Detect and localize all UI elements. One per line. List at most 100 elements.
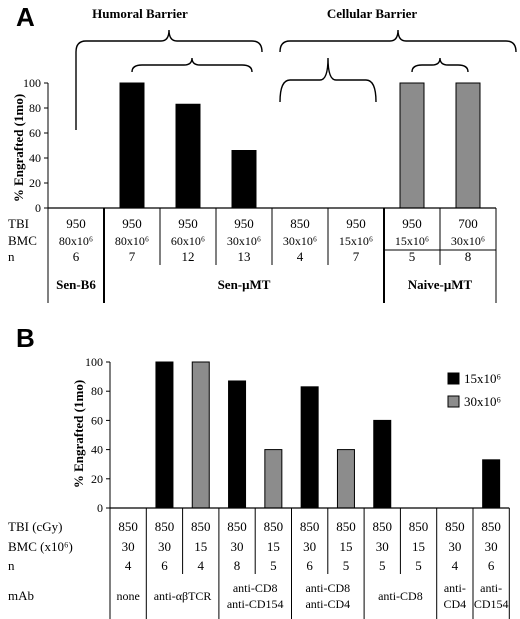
n-value-b: 6 xyxy=(306,558,313,573)
n-value-a: 7 xyxy=(129,249,136,264)
tbi-value-b: 850 xyxy=(445,519,465,534)
y-tick-label-a: 100 xyxy=(23,76,41,90)
n-value-b: 4 xyxy=(198,558,205,573)
tbi-value-b: 850 xyxy=(264,519,284,534)
mab-label-b: anti-CD154 xyxy=(227,597,284,611)
brace-humoral-top xyxy=(75,29,263,53)
bar-a xyxy=(119,82,145,209)
tbi-value-b: 850 xyxy=(373,519,393,534)
bmc-value-a: 15x10⁶ xyxy=(395,234,429,248)
n-value-a: 8 xyxy=(465,249,472,264)
n-value-b: 8 xyxy=(234,558,241,573)
bmc-value-b: 30 xyxy=(122,539,135,554)
n-value-b: 6 xyxy=(488,558,495,573)
tbi-value-b: 850 xyxy=(191,519,211,534)
y-tick-label-a: 80 xyxy=(29,101,41,115)
tbi-value-a: 850 xyxy=(290,216,310,231)
mab-label-b: anti-CD4 xyxy=(305,597,350,611)
bmc-value-a: 30x10⁶ xyxy=(227,234,261,248)
mab-label-b: anti-αβTCR xyxy=(154,589,212,603)
annotation-humoral: Humoral Barrier xyxy=(92,6,188,21)
tbi-value-a: 950 xyxy=(66,216,86,231)
row-label-a: TBI xyxy=(8,216,29,231)
bmc-value-b: 15 xyxy=(412,539,425,554)
brace-humoral-sub xyxy=(131,57,253,73)
tbi-value-b: 850 xyxy=(481,519,501,534)
bmc-value-a: 80x10⁶ xyxy=(115,234,149,248)
group-label-a: Naive-μMT xyxy=(408,277,473,292)
brace-cellular-left xyxy=(279,57,377,103)
bar-b xyxy=(300,386,319,509)
bar-b xyxy=(191,361,210,509)
mab-label-b: anti-CD8 xyxy=(378,589,423,603)
n-value-a: 4 xyxy=(297,249,304,264)
bmc-value-a: 60x10⁶ xyxy=(171,234,205,248)
legend-label-b: 30x10⁶ xyxy=(464,394,501,409)
bmc-value-b: 15 xyxy=(339,539,352,554)
y-tick-label-a: 20 xyxy=(29,176,41,190)
n-value-b: 6 xyxy=(161,558,168,573)
bmc-value-b: 30 xyxy=(303,539,316,554)
bar-a xyxy=(399,82,425,209)
n-value-b: 4 xyxy=(125,558,132,573)
y-tick-label-b: 80 xyxy=(91,384,103,398)
bar-b xyxy=(264,449,283,509)
bar-b xyxy=(228,380,247,509)
n-value-b: 5 xyxy=(343,558,350,573)
bar-b xyxy=(373,419,392,509)
y-tick-label-a: 40 xyxy=(29,151,41,165)
tbi-value-a: 950 xyxy=(346,216,366,231)
group-label-a: Sen-μMT xyxy=(218,277,271,292)
bar-b xyxy=(482,459,501,509)
y-axis-label-a: % Engrafted (1mo) xyxy=(11,94,26,202)
n-value-b: 5 xyxy=(270,558,277,573)
legend-swatch-b xyxy=(447,372,460,385)
mab-label-b: anti-CD8 xyxy=(233,581,278,595)
mab-label-b: anti- xyxy=(480,581,502,595)
tbi-value-a: 950 xyxy=(178,216,198,231)
n-value-b: 5 xyxy=(415,558,422,573)
y-tick-label-b: 100 xyxy=(85,355,103,369)
tbi-value-b: 850 xyxy=(155,519,175,534)
bar-a xyxy=(231,150,257,209)
bmc-value-b: 30 xyxy=(231,539,244,554)
y-axis-label-b: % Engrafted (1mo) xyxy=(71,380,86,488)
tbi-value-b: 850 xyxy=(409,519,429,534)
n-value-a: 7 xyxy=(353,249,360,264)
mab-label-b: anti-CD8 xyxy=(305,581,350,595)
bmc-value-a: 30x10⁶ xyxy=(283,234,317,248)
tbi-value-b: 850 xyxy=(300,519,320,534)
annotation-cellular: Cellular Barrier xyxy=(327,6,418,21)
brace-cellular-top xyxy=(279,29,517,53)
bmc-value-b: 15 xyxy=(267,539,280,554)
brace-cellular-right xyxy=(411,57,469,73)
bmc-value-a: 80x10⁶ xyxy=(59,234,93,248)
bar-b xyxy=(155,361,174,509)
mab-label-b: CD154 xyxy=(474,597,509,611)
bmc-value-a: 15x10⁶ xyxy=(339,234,373,248)
tbi-value-a: 700 xyxy=(458,216,478,231)
row-label-b: n xyxy=(8,558,15,573)
bmc-value-b: 30 xyxy=(448,539,461,554)
tbi-value-a: 950 xyxy=(402,216,422,231)
panel-label-a: A xyxy=(16,2,35,32)
bmc-value-b: 30 xyxy=(376,539,389,554)
bmc-value-b: 30 xyxy=(485,539,498,554)
y-tick-label-b: 40 xyxy=(91,443,103,457)
group-label-a: Sen-B6 xyxy=(56,277,96,292)
n-value-a: 12 xyxy=(182,249,195,264)
y-tick-label-b: 20 xyxy=(91,472,103,486)
mab-label-b: none xyxy=(116,589,139,603)
tbi-value-b: 850 xyxy=(118,519,138,534)
legend-swatch-b xyxy=(447,395,460,408)
bar-b xyxy=(336,449,355,509)
bmc-value-a: 30x10⁶ xyxy=(451,234,485,248)
bar-a xyxy=(455,82,481,209)
n-value-a: 13 xyxy=(238,249,251,264)
y-tick-label-b: 60 xyxy=(91,413,103,427)
panel-label-b: B xyxy=(16,323,35,353)
row-label-b: TBI (cGy) xyxy=(8,519,63,534)
n-value-a: 5 xyxy=(409,249,416,264)
y-tick-label-a: 60 xyxy=(29,126,41,140)
row-label-b: mAb xyxy=(8,588,34,603)
